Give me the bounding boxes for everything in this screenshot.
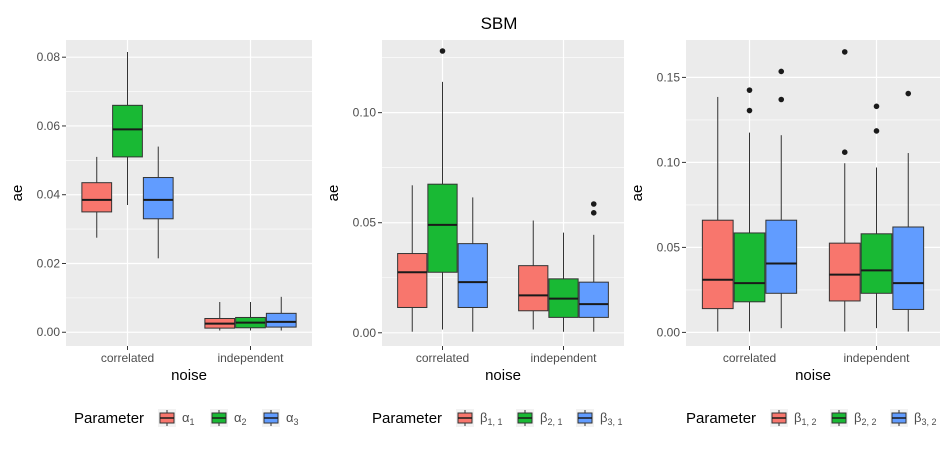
box-body: [112, 104, 143, 158]
x-tick-label: independent: [217, 351, 284, 365]
legend: Parameter α1 α2 α3: [74, 409, 299, 427]
box-3-2-correlated: [765, 68, 798, 329]
y-tick-label: 0.15: [657, 70, 681, 84]
outlier-point: [590, 210, 597, 216]
outlier-point: [873, 128, 880, 134]
y-tick-label: 0.05: [657, 240, 681, 254]
y-tick-label: 0.10: [657, 155, 681, 169]
outlier-point: [439, 48, 446, 54]
outlier-point: [746, 87, 753, 93]
legend-title: Parameter: [686, 410, 756, 427]
x-tick-label: correlated: [723, 351, 776, 365]
y-tick-label: 0.00: [657, 325, 681, 339]
x-tick-label: independent: [843, 351, 910, 365]
box-2-2-correlated: [733, 87, 766, 332]
legend-key: [770, 409, 788, 427]
box-body: [701, 219, 734, 310]
box-body: [397, 253, 428, 308]
box-2-correlated: [112, 52, 143, 206]
y-axis-title: ae: [9, 185, 26, 202]
box-body: [828, 242, 861, 302]
outlier-point: [746, 107, 753, 114]
box-body: [427, 183, 458, 273]
legend-key: [576, 409, 594, 427]
y-tick-label: 0.00: [353, 326, 377, 340]
x-axis-title: noise: [171, 367, 207, 384]
box-1-1-correlated: [397, 185, 428, 332]
legend-key: [262, 409, 280, 427]
y-tick-label: 0.04: [37, 188, 61, 202]
box-body: [457, 243, 488, 308]
y-tick-label: 0.02: [37, 256, 61, 270]
legend-label: α1: [182, 410, 195, 427]
box-3-correlated: [142, 146, 174, 259]
outlier-point: [841, 49, 848, 55]
legend-label: β2, 1: [540, 410, 563, 427]
box-2-1-correlated: [427, 48, 458, 330]
box-3-independent: [265, 296, 297, 331]
legend-title: Parameter: [74, 410, 144, 427]
y-tick-label: 0.05: [353, 216, 377, 230]
y-tick-label: 0.00: [37, 325, 61, 339]
legend-label: β3, 2: [914, 410, 937, 427]
box-body: [81, 182, 113, 213]
x-tick-label: correlated: [101, 351, 154, 365]
box-1-2-correlated: [701, 96, 734, 332]
box-body: [578, 281, 609, 318]
x-tick-label: correlated: [416, 351, 469, 365]
y-axis-title: ae: [629, 185, 646, 202]
box-3-1-correlated: [457, 197, 488, 332]
box-2-1-independent: [548, 232, 579, 332]
panel-3: 0.00 0.05 0.10 0.15 correlated independent noi…: [629, 40, 940, 427]
box-1-independent: [204, 301, 236, 331]
box-2-2-independent: [860, 103, 893, 329]
legend: Parameter β1, 1 β2, 1 β3, 1: [372, 409, 623, 427]
x-axis-title: noise: [485, 367, 521, 384]
panel-1: 0.00 0.02 0.04 0.06 0.08 correlated independen…: [9, 40, 312, 427]
box-2-independent: [235, 301, 266, 331]
box-1-2-independent: [828, 49, 861, 332]
box-body: [892, 226, 925, 310]
y-axis-title: ae: [325, 185, 342, 202]
y-tick-label: 0.06: [37, 119, 61, 133]
legend-key: [456, 409, 474, 427]
outlier-point: [778, 96, 785, 103]
panel-2: 0.00 0.05 0.10 correlated independent noise ae…: [325, 40, 624, 427]
legend-label: β1, 2: [794, 410, 817, 427]
legend-key: [158, 409, 176, 427]
box-body: [765, 219, 798, 294]
legend: Parameter β1, 2 β2, 2 β3, 2: [686, 409, 937, 427]
box-body: [518, 265, 549, 312]
legend-label: β2, 2: [854, 410, 877, 427]
outlier-point: [590, 201, 597, 207]
box-1-correlated: [81, 156, 113, 238]
box-body: [265, 312, 297, 328]
outlier-point: [841, 149, 848, 155]
outlier-point: [905, 90, 912, 97]
y-tick-label: 0.08: [37, 50, 61, 64]
legend-label: β3, 1: [600, 410, 623, 427]
x-tick-label: independent: [530, 351, 597, 365]
box-3-1-independent: [578, 201, 609, 332]
outlier-point: [778, 68, 785, 75]
legend-label: α2: [234, 410, 247, 427]
legend-key: [830, 409, 848, 427]
box-body: [733, 232, 766, 303]
box-body: [142, 177, 174, 220]
y-tick-label: 0.10: [353, 106, 377, 120]
legend-key: [890, 409, 908, 427]
box-3-2-independent: [892, 90, 925, 332]
legend-key: [516, 409, 534, 427]
legend-title: Parameter: [372, 410, 442, 427]
figure-title: SBM: [481, 14, 518, 33]
legend-key: [210, 409, 228, 427]
box-body: [860, 233, 893, 294]
box-1-1-independent: [518, 220, 549, 330]
legend-label: α3: [286, 410, 299, 427]
x-axis-title: noise: [795, 367, 831, 384]
legend-label: β1, 1: [480, 410, 503, 427]
outlier-point: [873, 103, 880, 110]
